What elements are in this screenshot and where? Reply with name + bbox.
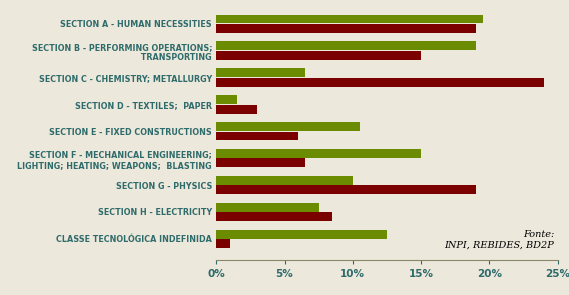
Bar [216,24,476,33]
Bar [216,105,257,114]
Bar [216,185,476,194]
Bar [216,239,230,248]
Bar [216,203,319,212]
Text: Fonte:
INPI, REBIDES, BD2P: Fonte: INPI, REBIDES, BD2P [444,230,554,249]
Bar [216,122,360,131]
Bar [216,15,483,24]
Bar [216,212,332,221]
Bar [216,42,476,50]
Bar [216,132,298,140]
Bar [216,230,387,239]
Bar [216,158,305,167]
Bar [216,176,353,185]
Bar [216,149,421,158]
Bar [216,78,544,87]
Bar [216,51,421,60]
Bar [216,95,237,104]
Bar [216,68,305,77]
